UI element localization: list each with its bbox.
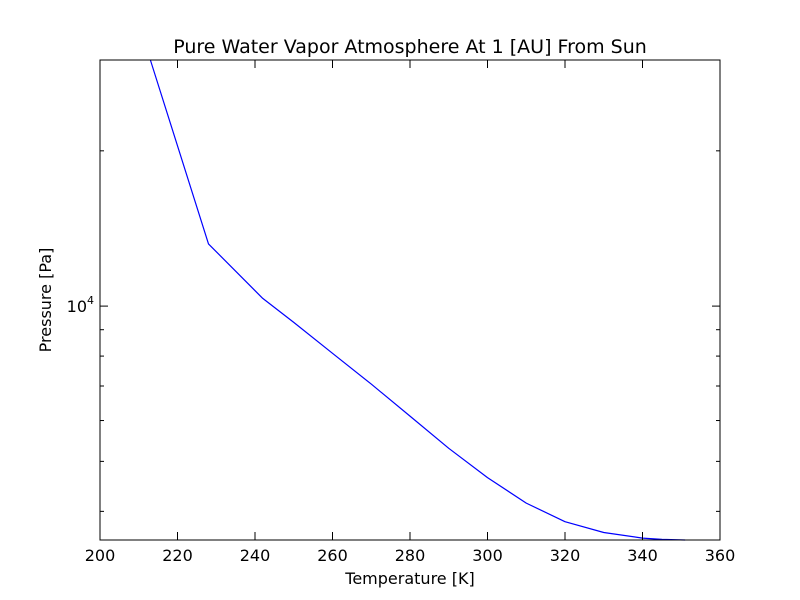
y-ticks: 104 xyxy=(67,150,720,512)
x-tick-label: 260 xyxy=(317,546,348,565)
chart-title: Pure Water Vapor Atmosphere At 1 [AU] Fr… xyxy=(173,36,647,58)
x-ticks: 200 220 240 260 280 300 320 340 360 xyxy=(85,60,736,565)
x-axis-label: Temperature [K] xyxy=(344,569,474,588)
x-tick-label: 200 xyxy=(85,546,116,565)
x-tick-label: 280 xyxy=(395,546,426,565)
series-layer xyxy=(149,59,686,541)
plot-frame xyxy=(99,59,721,541)
x-tick-label: 320 xyxy=(550,546,581,565)
x-tick-label: 220 xyxy=(162,546,193,565)
y-tick-label: 104 xyxy=(67,294,94,316)
y-axis-label: Pressure [Pa] xyxy=(36,248,55,353)
x-tick-label: 300 xyxy=(472,546,503,565)
x-tick-label: 240 xyxy=(240,546,271,565)
x-tick-label: 340 xyxy=(627,546,658,565)
plot-area: 200 220 240 260 280 300 320 340 360 104 xyxy=(67,59,736,565)
x-tick-label: 360 xyxy=(705,546,736,565)
series-line-0 xyxy=(149,59,686,541)
